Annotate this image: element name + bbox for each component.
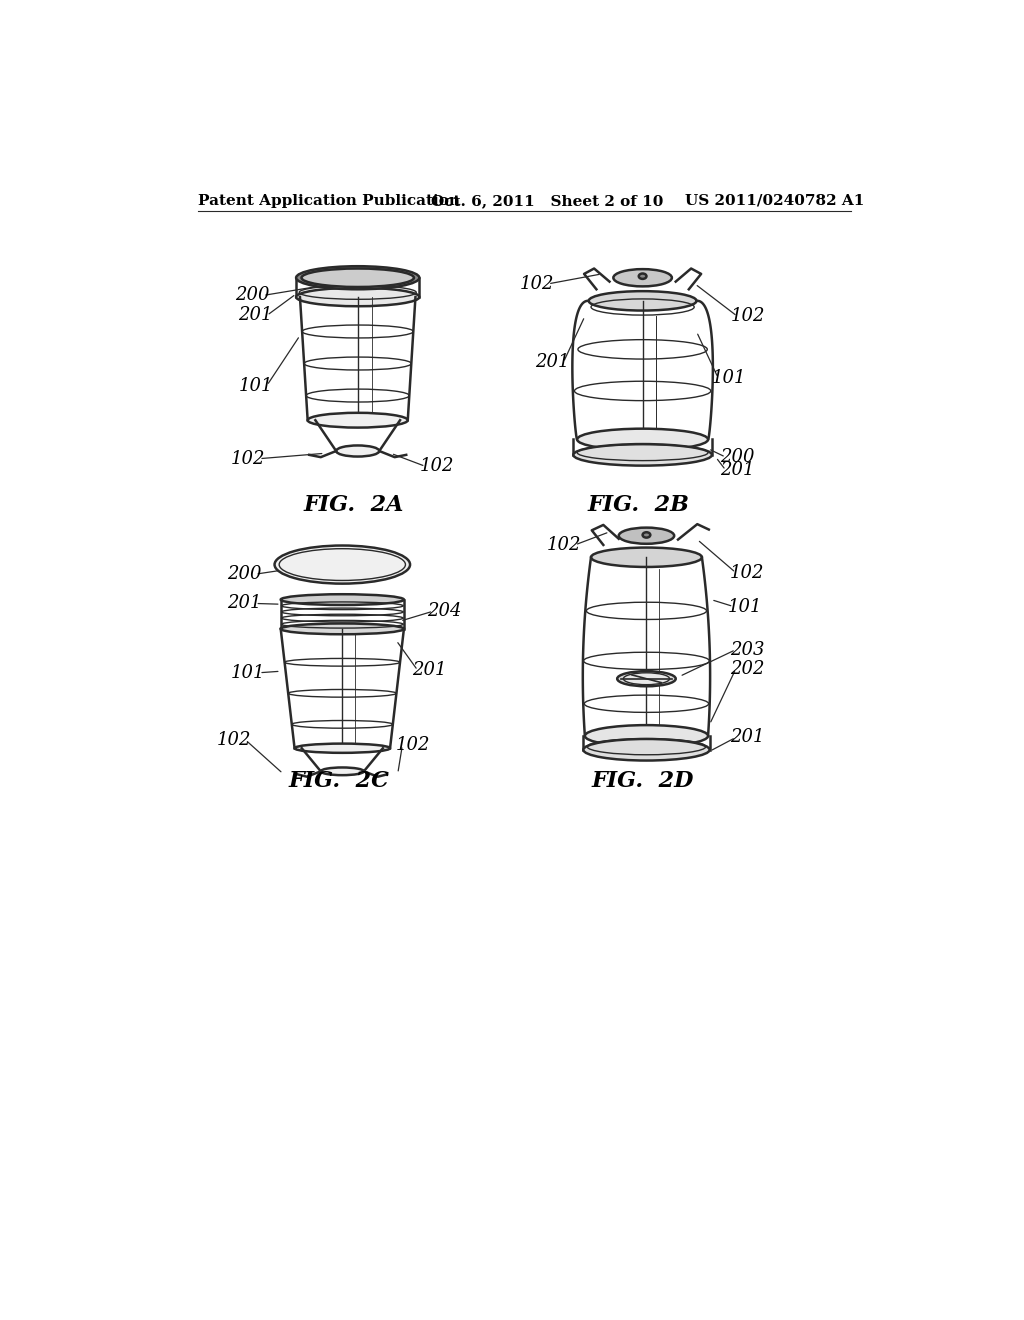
Ellipse shape [281, 594, 403, 605]
Text: US 2011/0240782 A1: US 2011/0240782 A1 [685, 194, 864, 207]
Ellipse shape [321, 767, 364, 775]
Text: 201: 201 [535, 354, 569, 371]
Text: 201: 201 [730, 729, 764, 746]
Text: 102: 102 [730, 564, 764, 582]
Ellipse shape [618, 528, 674, 544]
Text: 200: 200 [720, 449, 754, 466]
Text: FIG.  2D: FIG. 2D [592, 770, 694, 792]
Text: 101: 101 [239, 376, 273, 395]
Text: 101: 101 [230, 664, 265, 681]
Text: 201: 201 [720, 461, 754, 479]
Ellipse shape [585, 725, 708, 747]
Text: FIG.  2A: FIG. 2A [304, 494, 404, 516]
Ellipse shape [274, 545, 410, 583]
Ellipse shape [281, 623, 403, 635]
Text: 203: 203 [730, 640, 764, 659]
Ellipse shape [296, 267, 419, 289]
Ellipse shape [307, 413, 408, 428]
Ellipse shape [578, 429, 708, 450]
Text: 201: 201 [412, 661, 446, 680]
Text: 201: 201 [227, 594, 261, 612]
Ellipse shape [301, 268, 414, 286]
Ellipse shape [591, 548, 701, 568]
Text: Patent Application Publication: Patent Application Publication [199, 194, 461, 207]
Text: 202: 202 [730, 660, 764, 678]
Ellipse shape [639, 273, 646, 279]
Text: 102: 102 [547, 536, 581, 554]
Text: 102: 102 [396, 737, 431, 754]
Ellipse shape [613, 269, 672, 286]
Ellipse shape [584, 739, 710, 760]
Ellipse shape [573, 444, 712, 466]
Text: 101: 101 [727, 598, 762, 615]
Text: 101: 101 [712, 368, 746, 387]
Ellipse shape [295, 743, 390, 752]
Text: 102: 102 [731, 308, 766, 325]
Text: 200: 200 [227, 565, 261, 583]
Text: 200: 200 [234, 286, 269, 305]
Ellipse shape [624, 673, 670, 685]
Text: 102: 102 [230, 450, 265, 467]
Text: FIG.  2C: FIG. 2C [288, 770, 389, 792]
Ellipse shape [336, 445, 379, 457]
Text: 201: 201 [239, 306, 273, 325]
Ellipse shape [643, 532, 650, 537]
Text: FIG.  2B: FIG. 2B [588, 494, 690, 516]
Text: 102: 102 [519, 275, 554, 293]
Ellipse shape [589, 292, 696, 310]
Ellipse shape [617, 671, 676, 686]
Text: 102: 102 [419, 458, 454, 475]
Text: Oct. 6, 2011   Sheet 2 of 10: Oct. 6, 2011 Sheet 2 of 10 [431, 194, 664, 207]
Text: 102: 102 [217, 731, 252, 748]
Text: 204: 204 [427, 602, 462, 620]
Ellipse shape [296, 288, 419, 306]
